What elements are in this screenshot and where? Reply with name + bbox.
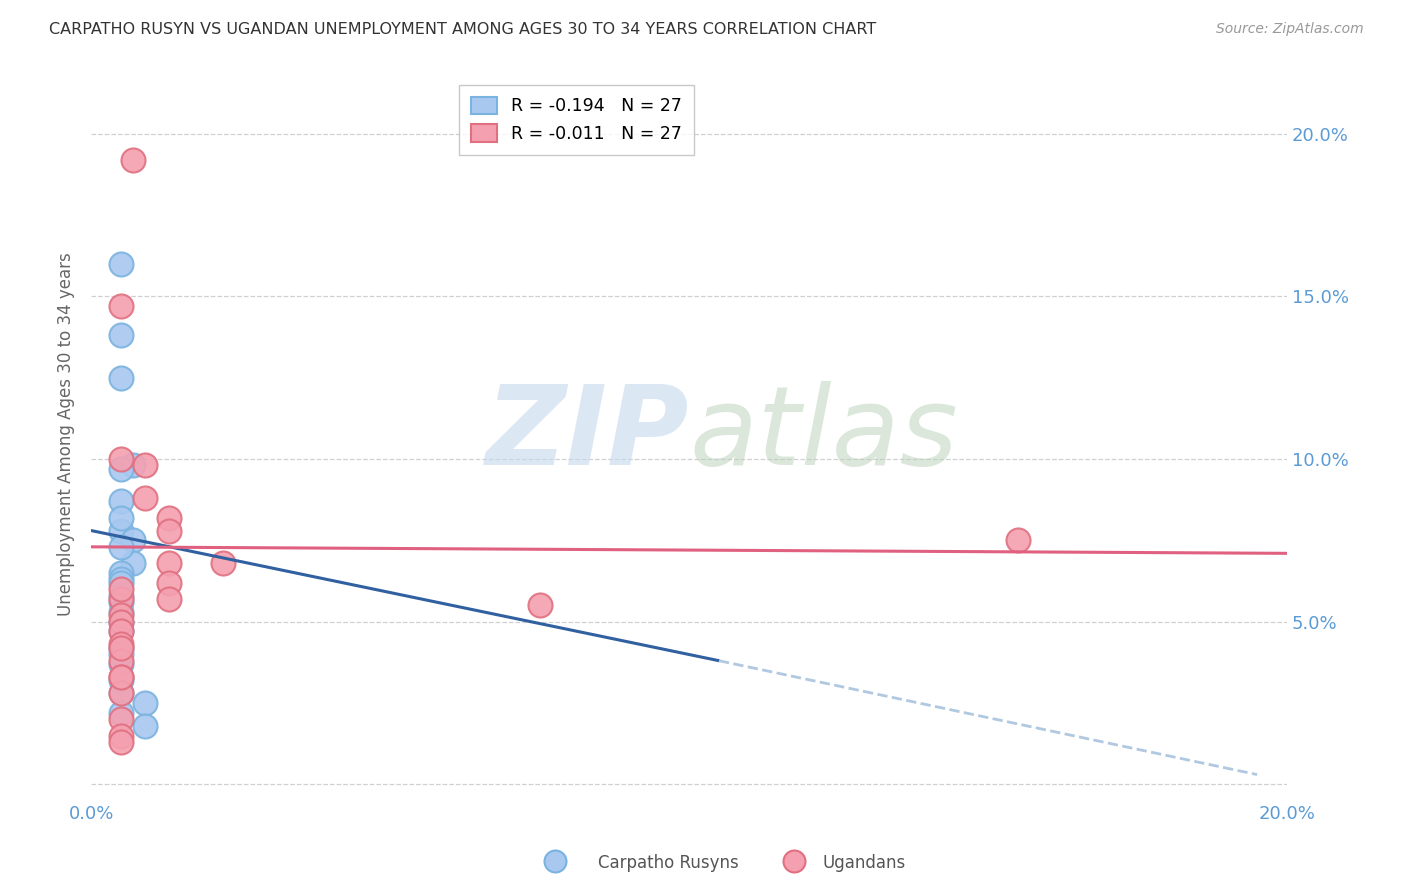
Point: [544, 854, 567, 868]
Point: [110, 670, 132, 684]
Point: [110, 591, 132, 606]
Point: [134, 696, 156, 710]
Point: [157, 510, 180, 524]
Point: [110, 605, 132, 619]
Point: [110, 729, 132, 743]
Point: [157, 591, 180, 606]
Text: atlas: atlas: [689, 381, 957, 488]
Point: [783, 854, 806, 868]
Point: [110, 615, 132, 629]
Text: Source: ZipAtlas.com: Source: ZipAtlas.com: [1216, 22, 1364, 37]
Point: [529, 599, 551, 613]
Point: [110, 654, 132, 668]
Point: [110, 573, 132, 587]
Point: [110, 595, 132, 609]
Point: [110, 257, 132, 271]
Point: [110, 686, 132, 700]
Point: [134, 458, 156, 473]
Point: [122, 533, 145, 548]
Point: [110, 510, 132, 524]
Point: [110, 657, 132, 671]
Point: [110, 575, 132, 590]
Point: [122, 458, 145, 473]
Point: [110, 640, 132, 655]
Point: [110, 299, 132, 313]
Legend: R = -0.194   N = 27, R = -0.011   N = 27: R = -0.194 N = 27, R = -0.011 N = 27: [458, 85, 693, 155]
Point: [110, 328, 132, 343]
Point: [110, 615, 132, 629]
Point: [134, 491, 156, 505]
Point: [110, 461, 132, 475]
Point: [110, 673, 132, 688]
Point: [110, 712, 132, 726]
Y-axis label: Unemployment Among Ages 30 to 34 years: Unemployment Among Ages 30 to 34 years: [58, 252, 75, 616]
Point: [110, 735, 132, 749]
Text: CARPATHO RUSYN VS UGANDAN UNEMPLOYMENT AMONG AGES 30 TO 34 YEARS CORRELATION CHA: CARPATHO RUSYN VS UGANDAN UNEMPLOYMENT A…: [49, 22, 876, 37]
Text: ZIP: ZIP: [485, 381, 689, 488]
Point: [110, 566, 132, 580]
Point: [157, 575, 180, 590]
Point: [110, 370, 132, 384]
Point: [110, 686, 132, 700]
Point: [211, 556, 233, 570]
Point: [110, 706, 132, 720]
Point: [110, 608, 132, 623]
Point: [110, 582, 132, 596]
Point: [110, 640, 132, 655]
Point: [134, 719, 156, 733]
Point: [110, 670, 132, 684]
Point: [110, 647, 132, 661]
Point: [122, 556, 145, 570]
Text: Ugandans: Ugandans: [823, 855, 905, 872]
Point: [110, 540, 132, 554]
Point: [110, 494, 132, 508]
Point: [157, 556, 180, 570]
Point: [110, 637, 132, 651]
Point: [122, 153, 145, 167]
Point: [110, 624, 132, 639]
Point: [110, 589, 132, 603]
Text: Carpatho Rusyns: Carpatho Rusyns: [598, 855, 738, 872]
Point: [157, 524, 180, 538]
Point: [110, 452, 132, 467]
Point: [110, 524, 132, 538]
Point: [1007, 533, 1029, 548]
Point: [110, 624, 132, 639]
